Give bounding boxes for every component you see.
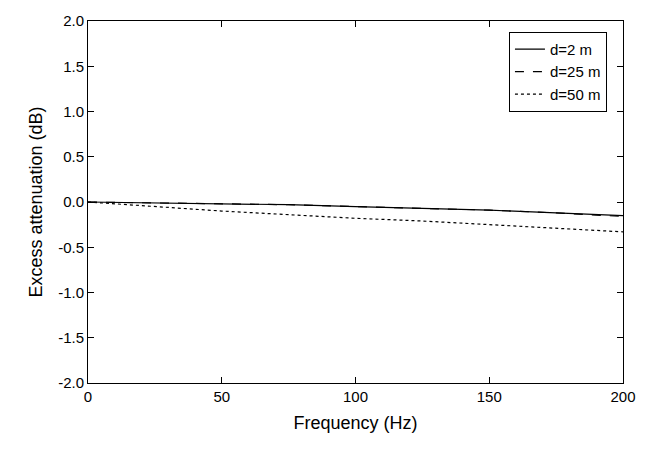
svg-text:100: 100: [343, 388, 368, 405]
svg-text:Excess attenuation (dB): Excess attenuation (dB): [26, 106, 46, 297]
svg-text:200: 200: [610, 388, 635, 405]
svg-text:0: 0: [84, 388, 92, 405]
svg-text:1.5: 1.5: [63, 58, 84, 75]
svg-text:-1.0: -1.0: [58, 284, 84, 301]
svg-text:150: 150: [477, 388, 502, 405]
svg-text:1.0: 1.0: [63, 103, 84, 120]
svg-text:2.0: 2.0: [63, 12, 84, 29]
svg-text:d=2 m: d=2 m: [550, 41, 592, 58]
svg-text:-2.0: -2.0: [58, 374, 84, 391]
svg-text:d=50 m: d=50 m: [550, 86, 600, 103]
svg-text:d=25 m: d=25 m: [550, 63, 600, 80]
svg-text:50: 50: [213, 388, 230, 405]
svg-text:0.0: 0.0: [63, 193, 84, 210]
svg-text:0.5: 0.5: [63, 148, 84, 165]
svg-text:Frequency (Hz): Frequency (Hz): [293, 413, 417, 433]
svg-text:-1.5: -1.5: [58, 329, 84, 346]
svg-text:-0.5: -0.5: [58, 239, 84, 256]
